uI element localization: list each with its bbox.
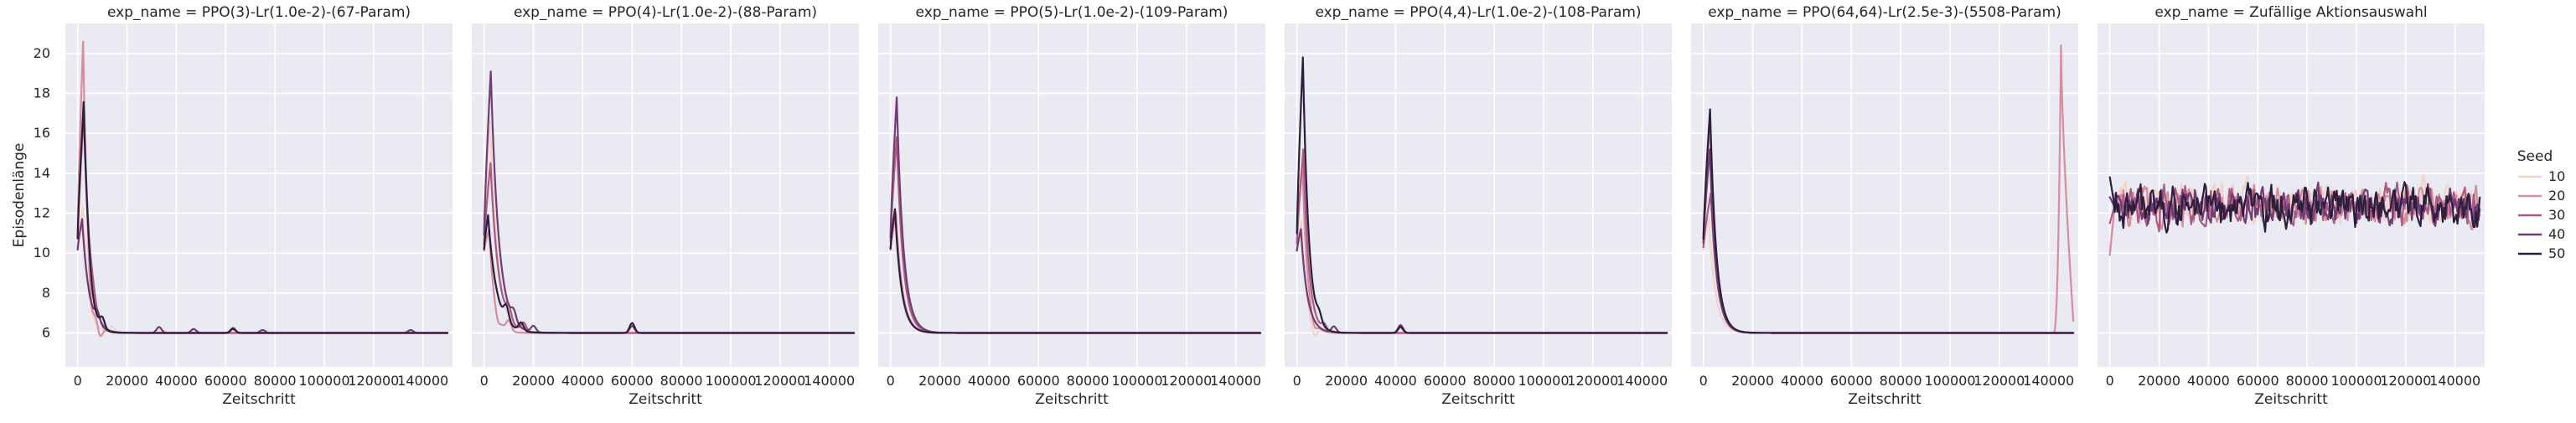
y-tick-label: 10: [34, 245, 50, 261]
legend-entry-label: 10: [2548, 168, 2565, 184]
x-tick-label: 100000: [1518, 373, 1569, 389]
x-tick-label: 140000: [2023, 373, 2074, 389]
series-line-seed-50: [2108, 176, 2481, 234]
x-axis-label: Zeitschritt: [222, 391, 296, 408]
x-tick-label: 0: [1699, 373, 1708, 389]
y-tick-label: 14: [34, 165, 50, 181]
x-tick-label: 100000: [705, 373, 756, 389]
x-axis-label: Zeitschritt: [628, 391, 702, 408]
y-tick-label: 16: [34, 125, 50, 141]
x-tick-label: 40000: [2187, 373, 2230, 389]
x-tick-label: 20000: [2138, 373, 2180, 389]
panel-title: exp_name = PPO(64,64)-Lr(2.5e-3)-(5508-P…: [1708, 4, 2061, 21]
series-line-seed-50: [483, 214, 856, 334]
panel-background: [65, 23, 453, 367]
panel-background: [472, 23, 859, 367]
x-tick-label: 120000: [1973, 373, 2025, 389]
y-tick-label: 18: [34, 85, 50, 101]
legend-entry-label: 20: [2548, 188, 2565, 204]
x-tick-label: 120000: [754, 373, 805, 389]
series-line-seed-50: [889, 208, 1262, 334]
x-tick-label: 0: [1293, 373, 1301, 389]
legend-entry-label: 30: [2548, 207, 2565, 223]
x-tick-label: 100000: [1924, 373, 1975, 389]
x-tick-label: 120000: [1567, 373, 1618, 389]
x-tick-label: 100000: [298, 373, 349, 389]
x-tick-label: 120000: [1161, 373, 1212, 389]
x-tick-label: 120000: [2380, 373, 2431, 389]
x-tick-label: 80000: [254, 373, 297, 389]
x-axis-label: Zeitschritt: [1035, 391, 1109, 408]
y-tick-label: 12: [34, 204, 50, 220]
x-tick-label: 80000: [2286, 373, 2329, 389]
panel-title: exp_name = PPO(4,4)-Lr(1.0e-2)-(108-Para…: [1315, 4, 1641, 21]
facet-panel-1: exp_name = PPO(3)-Lr(1.0e-2)-(67-Param) 0…: [11, 4, 453, 408]
facet-panel-3: exp_name = PPO(5)-Lr(1.0e-2)-(109-Param)…: [878, 4, 1265, 408]
x-tick-label: 20000: [106, 373, 148, 389]
x-tick-label: 0: [480, 373, 489, 389]
x-tick-label: 100000: [1111, 373, 1162, 389]
x-tick-label: 140000: [1616, 373, 1668, 389]
x-tick-label: 60000: [204, 373, 247, 389]
facet-panel-4: exp_name = PPO(4,4)-Lr(1.0e-2)-(108-Para…: [1285, 4, 1672, 408]
x-tick-label: 20000: [918, 373, 961, 389]
panel-background: [1285, 23, 1672, 367]
x-tick-label: 80000: [660, 373, 703, 389]
x-tick-label: 20000: [1325, 373, 1368, 389]
x-tick-label: 60000: [2237, 373, 2279, 389]
x-tick-label: 40000: [1781, 373, 1823, 389]
panel-background: [878, 23, 1265, 367]
legend-entry-label: 50: [2548, 245, 2565, 261]
x-tick-label: 140000: [804, 373, 855, 389]
panel-title: exp_name = Zufällige Aktionsauswahl: [2154, 4, 2427, 21]
x-axis-label: Zeitschritt: [1441, 391, 1515, 408]
x-tick-label: 60000: [611, 373, 654, 389]
facet-panel-5: exp_name = PPO(64,64)-Lr(2.5e-3)-(5508-P…: [1691, 4, 2078, 408]
y-axis-label: Episodenlänge: [11, 143, 28, 248]
series-line-seed-50: [1296, 56, 1668, 334]
x-tick-label: 60000: [1017, 373, 1060, 389]
x-tick-label: 0: [2106, 373, 2114, 389]
x-tick-label: 0: [887, 373, 895, 389]
x-tick-label: 80000: [1880, 373, 1922, 389]
x-tick-label: 140000: [1210, 373, 1261, 389]
x-tick-label: 140000: [397, 373, 448, 389]
panel-title: exp_name = PPO(5)-Lr(1.0e-2)-(109-Param): [916, 4, 1229, 21]
x-axis-label: Zeitschritt: [1848, 391, 1922, 408]
y-tick-label: 20: [34, 45, 50, 61]
x-tick-label: 80000: [1473, 373, 1516, 389]
y-tick-label: 8: [42, 285, 50, 301]
x-axis-label: Zeitschritt: [2254, 391, 2328, 408]
x-tick-label: 40000: [155, 373, 198, 389]
x-tick-label: 20000: [1731, 373, 1774, 389]
series-line-seed-50: [1702, 108, 2075, 334]
x-tick-label: 20000: [512, 373, 555, 389]
facet-panel-6: exp_name = Zufällige Aktionsauswahl 0 2000…: [2098, 4, 2485, 408]
series-line-seed-50: [76, 101, 449, 334]
x-tick-label: 0: [74, 373, 82, 389]
panel-title: exp_name = PPO(4)-Lr(1.0e-2)-(88-Param): [514, 4, 817, 21]
x-tick-label: 120000: [348, 373, 399, 389]
x-tick-label: 80000: [1067, 373, 1110, 389]
panel-title: exp_name = PPO(3)-Lr(1.0e-2)-(67-Param): [107, 4, 411, 21]
facet-panel-2: exp_name = PPO(4)-Lr(1.0e-2)-(88-Param) 0…: [472, 4, 859, 408]
x-tick-label: 40000: [1374, 373, 1417, 389]
legend: Seed 10 20 30 40 50: [2517, 148, 2566, 261]
legend-entry-label: 40: [2548, 226, 2565, 242]
legend-title: Seed: [2517, 148, 2553, 165]
x-tick-label: 60000: [1424, 373, 1466, 389]
x-tick-label: 60000: [1830, 373, 1873, 389]
y-tick-label: 6: [42, 324, 50, 340]
x-tick-label: 100000: [2330, 373, 2382, 389]
x-tick-label: 40000: [561, 373, 604, 389]
x-tick-label: 140000: [2429, 373, 2480, 389]
panel-background: [1691, 23, 2078, 367]
x-tick-label: 40000: [968, 373, 1011, 389]
